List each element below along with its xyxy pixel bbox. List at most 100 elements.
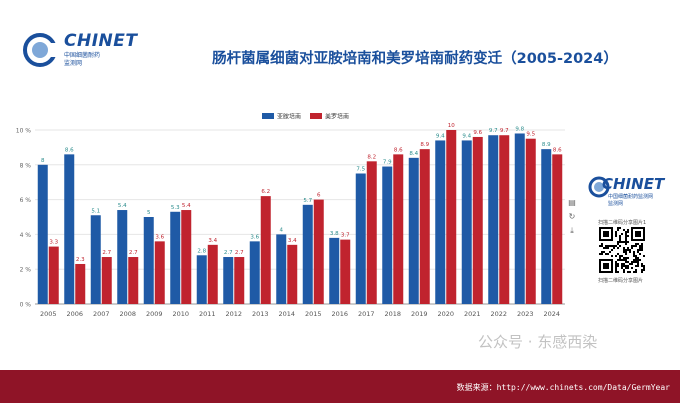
data-label: 5.1 <box>91 208 100 214</box>
data-label: 2.7 <box>224 250 233 256</box>
x-tick-label: 2023 <box>517 310 534 318</box>
bar-meropenem <box>128 257 139 304</box>
data-label: 2.7 <box>235 250 244 256</box>
x-tick-label: 2020 <box>437 310 454 318</box>
data-label: 8.6 <box>65 147 74 153</box>
bar-imipenem <box>514 133 525 304</box>
data-label: 2.3 <box>76 257 85 263</box>
bar-meropenem <box>48 246 59 304</box>
side-toolbar: ▤ ↻ ⤓ <box>568 199 580 241</box>
data-label: 8.9 <box>420 142 429 148</box>
watermark-text: 公众号 · 东感西染 <box>478 333 598 351</box>
logo-subtitle: 中国细菌耐药 <box>64 52 101 59</box>
side-chinet-logo: CHINET 中国细菌耐药监测网 监测网 <box>588 175 672 215</box>
data-label: 7.9 <box>383 160 392 166</box>
y-tick-label: 8 % <box>20 162 32 169</box>
side-globe-logo-icon <box>588 176 610 198</box>
chinet-logo: CHINET 中国细菌耐药 监测网 <box>20 30 137 70</box>
document-icon[interactable]: ▤ <box>568 198 576 207</box>
bar-imipenem <box>196 255 207 304</box>
data-label: 6.2 <box>261 189 270 195</box>
bar-imipenem <box>64 154 75 304</box>
download-icon[interactable]: ⤓ <box>570 226 574 235</box>
bar-meropenem <box>552 154 563 304</box>
legend-label: 美罗培南 <box>325 113 349 121</box>
bar-meropenem <box>207 244 218 304</box>
x-tick-label: 2017 <box>358 310 375 318</box>
data-label: 3.7 <box>341 233 350 239</box>
data-label: 3.8 <box>330 231 339 237</box>
bar-imipenem <box>461 140 472 304</box>
y-tick-label: 4 % <box>20 232 32 239</box>
data-label: 6 <box>317 193 321 199</box>
side-logo-subtitle-2: 监测网 <box>608 201 624 207</box>
bar-imipenem <box>435 140 446 304</box>
x-tick-label: 2018 <box>384 310 401 318</box>
bar-imipenem <box>276 234 287 304</box>
bar-meropenem <box>393 154 404 304</box>
data-label: 9.7 <box>500 128 509 134</box>
data-label: 9.7 <box>489 128 498 134</box>
legend-swatch <box>262 113 274 119</box>
y-tick-label: 0 % <box>20 302 32 309</box>
x-tick-label: 2015 <box>305 310 322 318</box>
bar-imipenem <box>329 237 340 304</box>
bar-meropenem <box>446 130 457 304</box>
bar-meropenem <box>419 149 430 304</box>
logo-subtitle-2: 监测网 <box>64 60 83 67</box>
x-tick-label: 2010 <box>172 310 189 318</box>
bar-meropenem <box>260 196 271 304</box>
bar-imipenem <box>37 164 48 304</box>
footer-bar: 数据来源：http://www.chinets.com/Data/GermYea… <box>0 370 680 403</box>
legend-label: 亚胺培南 <box>277 113 301 121</box>
bar-meropenem <box>154 241 165 304</box>
data-label: 4 <box>280 227 284 233</box>
data-label: 5.3 <box>171 205 180 211</box>
data-label: 9.5 <box>526 132 535 138</box>
bar-meropenem <box>366 161 377 304</box>
x-tick-label: 2016 <box>331 310 348 318</box>
data-label: 2.8 <box>197 248 206 254</box>
bar-imipenem <box>408 157 419 304</box>
bar-meropenem <box>499 135 510 304</box>
qr-code-icon[interactable] <box>599 227 645 273</box>
data-label: 8.9 <box>542 142 551 148</box>
bar-meropenem <box>101 257 112 304</box>
x-tick-label: 2007 <box>93 310 110 318</box>
bar-imipenem <box>488 135 499 304</box>
side-logo-brand: CHINET <box>602 175 665 193</box>
bar-imipenem <box>382 166 393 304</box>
data-label: 10 <box>448 123 455 129</box>
legend-swatch <box>310 113 322 119</box>
data-label: 8.6 <box>394 147 403 153</box>
data-label: 9.8 <box>515 126 524 132</box>
bar-chart: 0 % 2 % 4 % 6 % 8 % 10 % 亚胺培南 美罗培南 2005 8 3.3 2006 8… <box>16 113 565 318</box>
data-source-link[interactable]: 数据来源：http://www.chinets.com/Data/GermYea… <box>456 383 670 392</box>
x-tick-label: 2005 <box>40 310 57 318</box>
data-label: 9.4 <box>436 133 445 139</box>
data-label: 2.7 <box>102 250 111 256</box>
x-tick-label: 2019 <box>411 310 428 318</box>
bar-meropenem <box>313 199 324 304</box>
bar-imipenem <box>117 210 128 304</box>
bar-meropenem <box>181 210 192 304</box>
qr-caption-top: 扫描二维码分享图片1 <box>598 220 647 226</box>
logo-brand-name: CHINET <box>64 31 138 51</box>
refresh-icon[interactable]: ↻ <box>568 212 576 221</box>
bar-imipenem <box>143 217 154 304</box>
data-label: 2.7 <box>129 250 138 256</box>
bar-meropenem <box>472 136 483 304</box>
data-label: 8.4 <box>409 151 418 157</box>
x-tick-label: 2024 <box>543 310 560 318</box>
data-label: 3.4 <box>208 238 217 244</box>
page-title: 肠杆菌属细菌对亚胺培南和美罗培南耐药变迁（2005-2024） <box>0 47 680 68</box>
x-tick-label: 2014 <box>278 310 295 318</box>
bar-imipenem <box>355 173 366 304</box>
data-label: 5.4 <box>182 203 191 209</box>
data-label: 5.7 <box>303 198 312 204</box>
data-label: 3.3 <box>49 240 58 246</box>
y-tick-label: 10 % <box>16 128 32 135</box>
y-tick-label: 2 % <box>20 267 32 274</box>
y-tick-label: 6 % <box>20 197 32 204</box>
side-logo-subtitle: 中国细菌耐药监测网 <box>608 194 654 200</box>
